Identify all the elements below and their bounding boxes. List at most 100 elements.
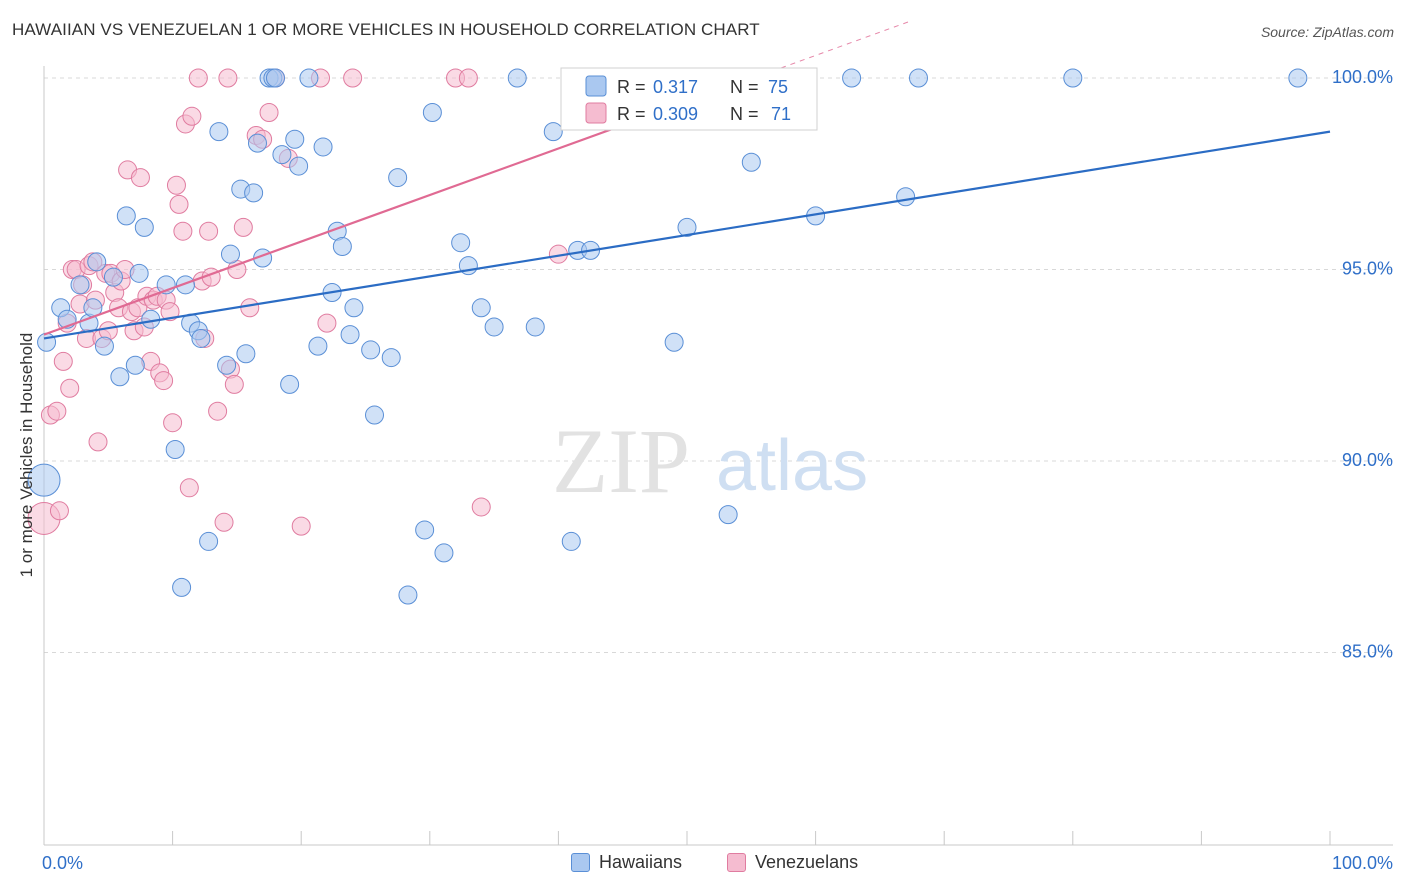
- x-tick-label-min: 0.0%: [42, 853, 83, 873]
- scatter-point: [103, 267, 123, 287]
- scatter-point: [344, 298, 364, 318]
- scatter-point: [125, 355, 145, 375]
- y-axis-title: 1 or more Vehicles in Household: [17, 333, 36, 578]
- scatter-point: [208, 401, 228, 421]
- trend-line-venezuelans: [43, 100, 688, 336]
- scatter-point: [247, 133, 267, 153]
- y-tick-labels: 85.0% 90.0% 95.0% 100.0%: [1332, 67, 1393, 662]
- scatter-point: [741, 152, 761, 172]
- scatter-point: [240, 298, 260, 318]
- scatter-point: [718, 505, 738, 525]
- legend-r-value: 0.309: [653, 104, 698, 124]
- bottom-legend: Hawaiians Venezuelans: [0, 852, 1406, 876]
- scatter-point: [70, 275, 90, 295]
- venezuelans-swatch: [727, 853, 746, 872]
- scatter-point: [259, 102, 279, 122]
- legend-n-label: N =: [730, 104, 759, 124]
- scatter-point: [299, 68, 319, 88]
- scatter-point: [160, 302, 180, 322]
- scatter-point: [272, 145, 292, 165]
- scatter-point: [244, 183, 264, 203]
- legend-n-label: N =: [730, 77, 759, 97]
- scatter-point: [388, 168, 408, 188]
- scatter-point: [94, 336, 114, 356]
- scatter-point: [313, 137, 333, 157]
- legend-box: R = 0.317 N = 75 R = 0.309 N = 71: [560, 67, 818, 131]
- scatter-point: [471, 497, 491, 517]
- scatter-point: [291, 516, 311, 536]
- scatter-point: [398, 585, 418, 605]
- scatter-point: [361, 340, 381, 360]
- trend-lines: [43, 20, 1331, 340]
- scatter-point: [199, 221, 219, 241]
- scatter-point: [49, 501, 69, 521]
- scatter-point: [308, 336, 328, 356]
- scatter-point: [199, 531, 219, 551]
- legend-n-value: 71: [771, 104, 791, 124]
- legend-item-hawaiians: Hawaiians: [571, 852, 682, 873]
- scatter-point: [154, 371, 174, 391]
- scatter-point: [332, 237, 352, 257]
- y-tick-label: 100.0%: [1332, 67, 1393, 87]
- scatter-point: [285, 129, 305, 149]
- scatter-point: [343, 68, 363, 88]
- scatter-point: [182, 106, 202, 126]
- scatter-point: [451, 233, 471, 253]
- legend-swatch-hawaiians: [585, 75, 607, 97]
- scatter-point: [561, 531, 581, 551]
- watermark: ZIP atlas: [552, 410, 868, 512]
- scatter-point: [175, 275, 195, 295]
- axes: [43, 66, 1393, 846]
- watermark-zip: ZIP: [552, 410, 690, 512]
- y-tick-label: 90.0%: [1342, 450, 1393, 470]
- scatter-point: [365, 405, 385, 425]
- scatter-point: [116, 206, 136, 226]
- scatter-point: [166, 175, 186, 195]
- source-attribution: Source: ZipAtlas.com: [1260, 24, 1394, 40]
- scatter-point: [896, 187, 916, 207]
- legend-swatch-venezuelans: [585, 102, 607, 124]
- scatter-point: [172, 577, 192, 597]
- scatter-point: [543, 122, 563, 142]
- scatter-point: [188, 68, 208, 88]
- scatter-point: [130, 168, 150, 188]
- scatter-point: [218, 68, 238, 88]
- legend-label-hawaiians: Hawaiians: [599, 852, 683, 872]
- scatter-point: [317, 313, 337, 333]
- legend-item-venezuelans: Venezuelans: [727, 852, 858, 873]
- scatter-point: [217, 355, 237, 375]
- scatter-point: [191, 328, 211, 348]
- scatter-point: [110, 367, 130, 387]
- scatter-point: [1288, 68, 1308, 88]
- legend-r-value: 0.317: [653, 77, 698, 97]
- legend-r-label: R =: [617, 77, 646, 97]
- scatter-point: [129, 263, 149, 283]
- scatter-point: [525, 317, 545, 337]
- scatter-point: [1063, 68, 1083, 88]
- scatter-point: [60, 378, 80, 398]
- scatter-point: [471, 298, 491, 318]
- scatter-point: [289, 156, 309, 176]
- scatter-point: [677, 217, 697, 237]
- scatter-point: [214, 512, 234, 532]
- y-tick-label: 85.0%: [1342, 642, 1393, 662]
- chart-title: HAWAIIAN VS VENEZUELAN 1 OR MORE VEHICLE…: [12, 20, 760, 39]
- scatter-point: [163, 413, 183, 433]
- scatter-point: [236, 344, 256, 364]
- trend-line-hawaiians: [43, 130, 1331, 340]
- scatter-point: [53, 351, 73, 371]
- scatter-point: [27, 463, 61, 497]
- scatter-point: [422, 102, 442, 122]
- x-tick-label-max: 100.0%: [1332, 853, 1393, 873]
- scatter-point: [381, 348, 401, 368]
- y-tick-label: 95.0%: [1342, 259, 1393, 279]
- legend-label-venezuelans: Venezuelans: [755, 852, 859, 872]
- scatter-point: [224, 374, 244, 394]
- scatter-point: [280, 374, 300, 394]
- scatter-point: [842, 68, 862, 88]
- scatter-point: [47, 401, 67, 421]
- scatter-point: [173, 221, 193, 241]
- scatter-point: [484, 317, 504, 337]
- scatter-point: [415, 520, 435, 540]
- scatter-point: [220, 244, 240, 264]
